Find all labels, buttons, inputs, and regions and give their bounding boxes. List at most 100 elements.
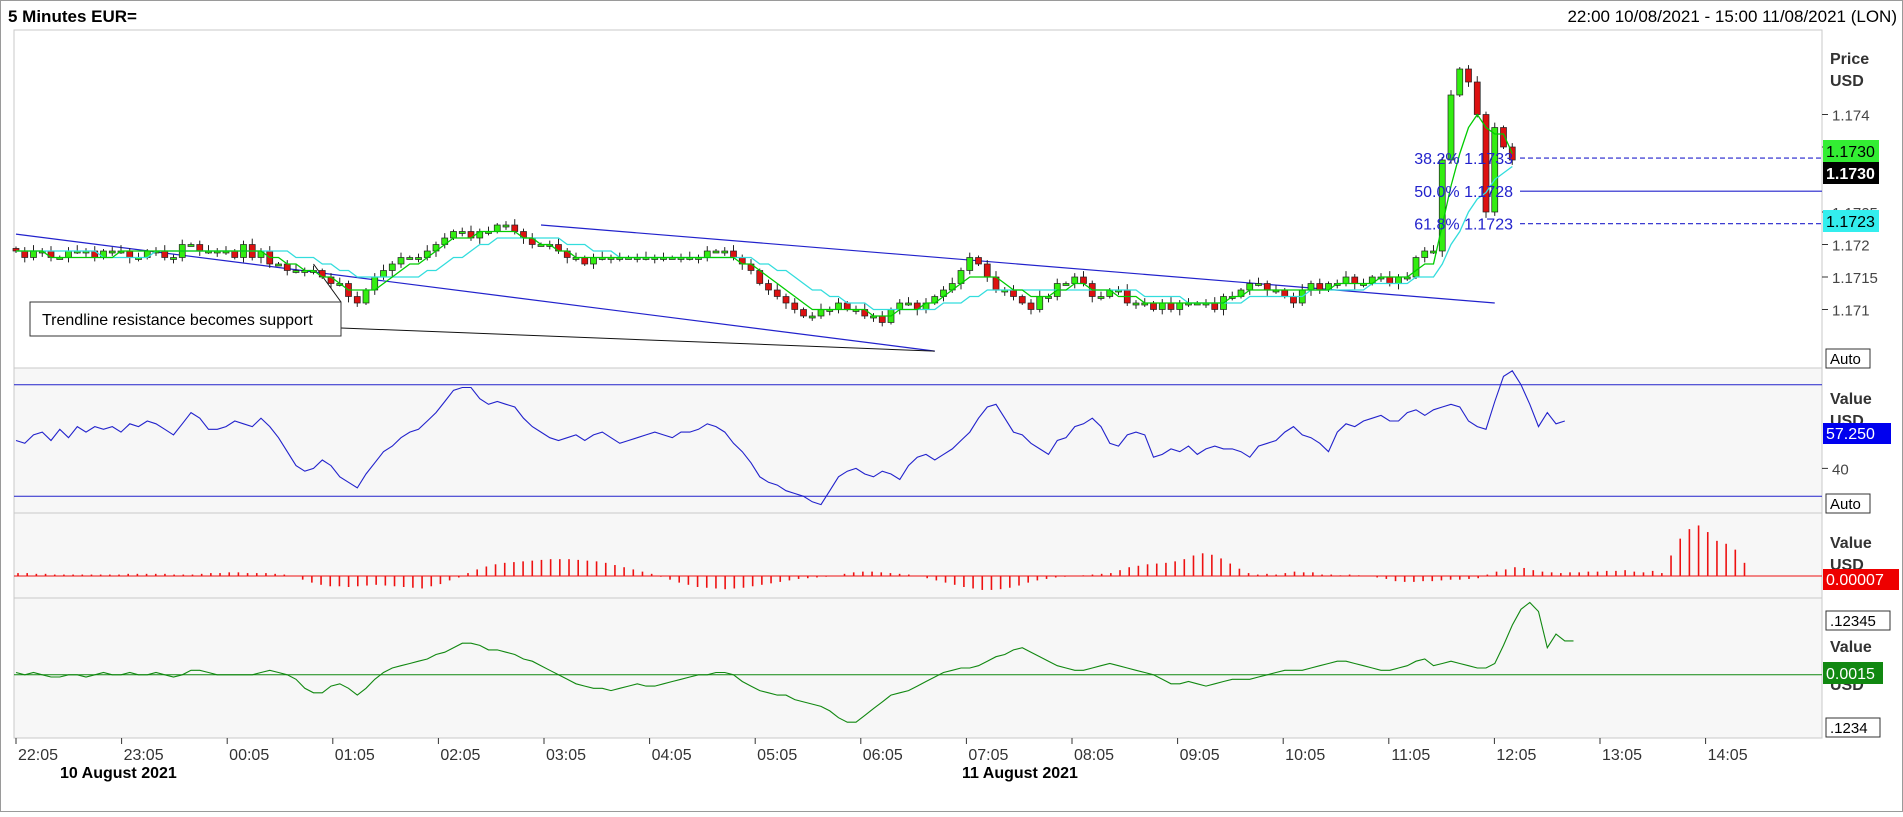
candle-body	[161, 250, 169, 258]
rsi-axis-title: Value	[1830, 391, 1872, 408]
candle-body	[808, 315, 816, 319]
candle-body	[283, 263, 291, 271]
sma-slow-line	[16, 165, 1513, 311]
osc-scale-button[interactable]	[1825, 717, 1881, 738]
time-tick-label: 05:05	[757, 747, 797, 764]
axis-layer: 1.1741.17351.17251.1721.17151.171400.000…	[15, 108, 1886, 764]
time-tick-label: 14:05	[1708, 747, 1748, 764]
candle-body	[773, 289, 781, 297]
candle-body	[126, 250, 134, 258]
sma-fast-line	[16, 113, 1513, 317]
candle-body	[1263, 283, 1271, 291]
time-tick-label: 08:05	[1074, 747, 1114, 764]
candle-body	[1281, 289, 1289, 297]
fib-level-label: 50.0% 1.1728	[1414, 184, 1513, 201]
annotation-box[interactable]	[29, 301, 342, 337]
candle-body	[791, 302, 799, 310]
candle-body	[703, 250, 711, 258]
instrument-title: 5 Minutes EUR=	[8, 7, 137, 26]
price-auto-button-label: Auto	[1830, 351, 1861, 368]
candle-body	[1018, 296, 1026, 304]
candle-body	[1255, 283, 1262, 286]
candle-body	[1465, 68, 1472, 83]
candle-body	[1447, 94, 1455, 161]
oscillator-panel[interactable]	[13, 597, 1823, 739]
candle-body	[1351, 276, 1359, 284]
price-auto-button[interactable]	[1825, 348, 1871, 369]
rsi-auto-button[interactable]	[1825, 493, 1871, 514]
rsi-panel[interactable]	[13, 367, 1823, 514]
rsi-line	[15, 370, 1565, 506]
time-tick-label: 06:05	[863, 747, 903, 764]
candle-body	[581, 257, 589, 265]
candle-body	[388, 263, 396, 271]
hist-scale-button[interactable]	[1825, 610, 1891, 631]
candle-body	[1036, 296, 1044, 310]
axis-column	[1822, 30, 1902, 738]
candle-body	[966, 257, 974, 271]
candle-body	[896, 302, 904, 310]
marker-label-green-bg	[1823, 140, 1879, 162]
candle-body	[1246, 283, 1254, 291]
rsi-layer	[14, 370, 1822, 506]
candle-body	[800, 309, 807, 317]
candle-body	[1395, 276, 1402, 284]
candle-body	[1491, 127, 1499, 213]
candle-body	[1211, 302, 1219, 310]
candle-body	[1097, 296, 1105, 299]
histogram-panel[interactable]	[13, 512, 1823, 599]
price-tick-label: 1.1715	[1832, 270, 1878, 287]
price-axis-title: Price	[1830, 51, 1869, 68]
histogram-layer	[14, 525, 1822, 590]
candle-body	[1421, 250, 1429, 258]
candle-body	[1062, 283, 1070, 286]
candle-body	[1167, 302, 1175, 310]
time-tick-label: 04:05	[652, 747, 692, 764]
rsi-auto-button-label: Auto	[1830, 496, 1861, 513]
candle-body	[1150, 302, 1157, 310]
time-tick-label: 13:05	[1602, 747, 1642, 764]
time-range: 22:00 10/08/2021 - 15:00 11/08/2021 (LON…	[1567, 7, 1897, 26]
candle-body	[1342, 276, 1350, 284]
time-tick-label: 01:05	[335, 747, 375, 764]
candle-body	[1412, 257, 1420, 278]
candle-body	[1132, 302, 1140, 306]
time-tick-label: 07:05	[968, 747, 1008, 764]
time-tick-label: 10:05	[1285, 747, 1325, 764]
candle-body	[905, 302, 912, 306]
candle-body	[187, 244, 195, 247]
candle-body	[765, 283, 772, 291]
candle-body	[1438, 159, 1446, 252]
candle-body	[1071, 276, 1079, 284]
time-tick-label: 11:05	[1391, 747, 1430, 764]
moving-averages-layer	[16, 113, 1513, 317]
osc-axis-title: Value	[1830, 639, 1872, 656]
last-price-label-bg	[1823, 162, 1879, 184]
candle-body	[1316, 283, 1324, 291]
candle-body	[1176, 302, 1184, 310]
candle-body	[983, 263, 991, 278]
candle-body	[502, 224, 510, 228]
oscillator-line	[15, 601, 1574, 723]
time-tick-label: 12:05	[1496, 747, 1536, 764]
annotation-text: Trendline resistance becomes support	[42, 312, 313, 329]
osc-value-label-bg	[1823, 662, 1883, 684]
time-tick-label: 09:05	[1180, 747, 1220, 764]
price-tick-label: 1.174	[1832, 108, 1870, 125]
candle-body	[843, 302, 851, 310]
marker-label-cyan: 1.1723	[1826, 214, 1875, 231]
hist-scale-button-label: .12345	[1830, 613, 1876, 630]
date-label-10-aug: 10 August 2021	[60, 765, 177, 782]
candle-body	[817, 309, 825, 317]
candle-body	[1080, 276, 1087, 284]
oscillator-layer	[14, 601, 1822, 723]
candle-body	[1307, 283, 1315, 291]
rsi-value-label-bg	[1823, 423, 1891, 444]
candle-body	[65, 250, 72, 258]
hist-value-label-bg	[1823, 569, 1899, 590]
fib-level-label: 61.8% 1.1723	[1414, 217, 1513, 234]
hist-axis-title: Value	[1830, 535, 1872, 552]
candle-body	[1500, 127, 1507, 148]
candle-body	[108, 250, 116, 254]
